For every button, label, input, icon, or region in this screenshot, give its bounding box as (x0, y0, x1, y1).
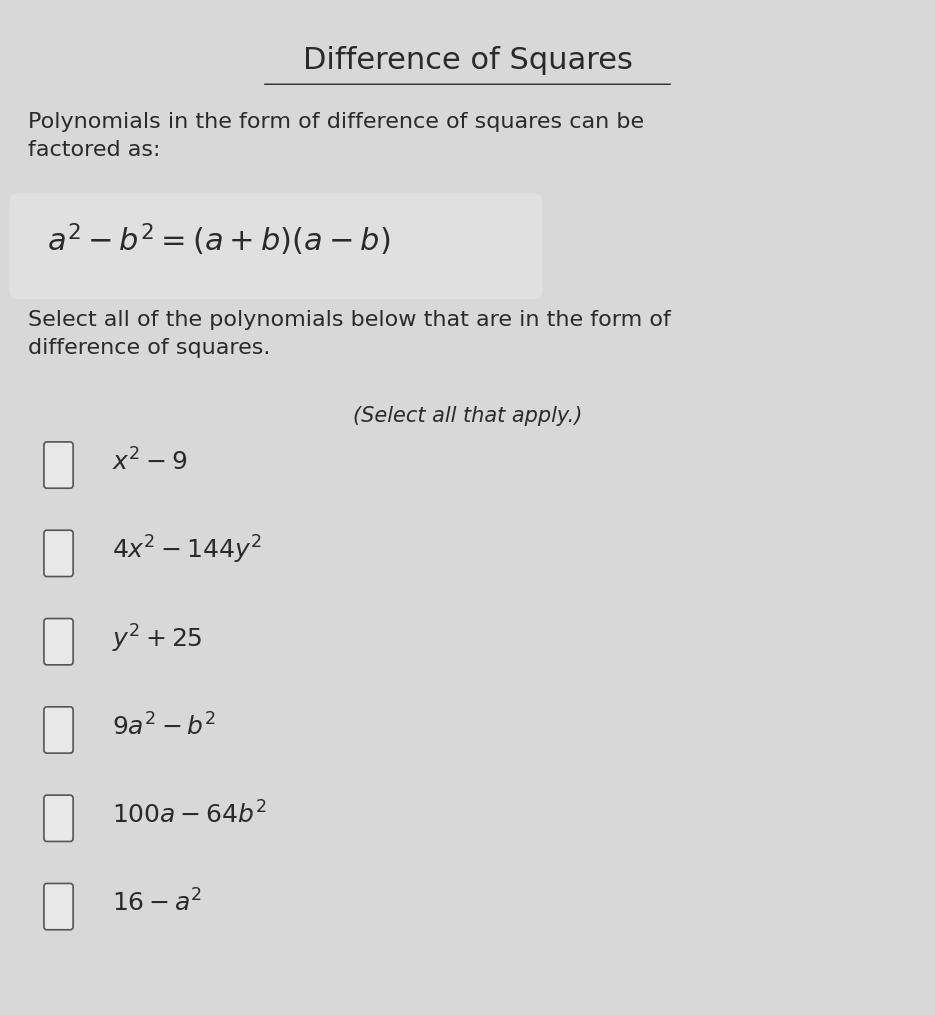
FancyBboxPatch shape (44, 706, 73, 753)
Text: $9a^2 - b^2$: $9a^2 - b^2$ (112, 714, 216, 740)
Text: $a^2 - b^2 = (a+b)(a-b)$: $a^2 - b^2 = (a+b)(a-b)$ (47, 221, 390, 258)
FancyBboxPatch shape (44, 618, 73, 665)
FancyBboxPatch shape (44, 442, 73, 488)
FancyBboxPatch shape (44, 883, 73, 930)
Text: $y^2 + 25$: $y^2 + 25$ (112, 622, 203, 655)
FancyBboxPatch shape (44, 795, 73, 841)
Text: Select all of the polynomials below that are in the form of
difference of square: Select all of the polynomials below that… (28, 310, 671, 357)
Text: $16 - a^2$: $16 - a^2$ (112, 890, 203, 917)
FancyBboxPatch shape (9, 193, 542, 299)
Text: $x^2 - 9$: $x^2 - 9$ (112, 449, 187, 475)
FancyBboxPatch shape (44, 530, 73, 577)
Text: Difference of Squares: Difference of Squares (303, 46, 632, 75)
Text: Polynomials in the form of difference of squares can be
factored as:: Polynomials in the form of difference of… (28, 112, 644, 159)
Text: (Select all that apply.): (Select all that apply.) (352, 406, 583, 426)
Text: $4x^2 - 144y^2$: $4x^2 - 144y^2$ (112, 534, 262, 566)
Text: $100a - 64b^2$: $100a - 64b^2$ (112, 802, 266, 828)
